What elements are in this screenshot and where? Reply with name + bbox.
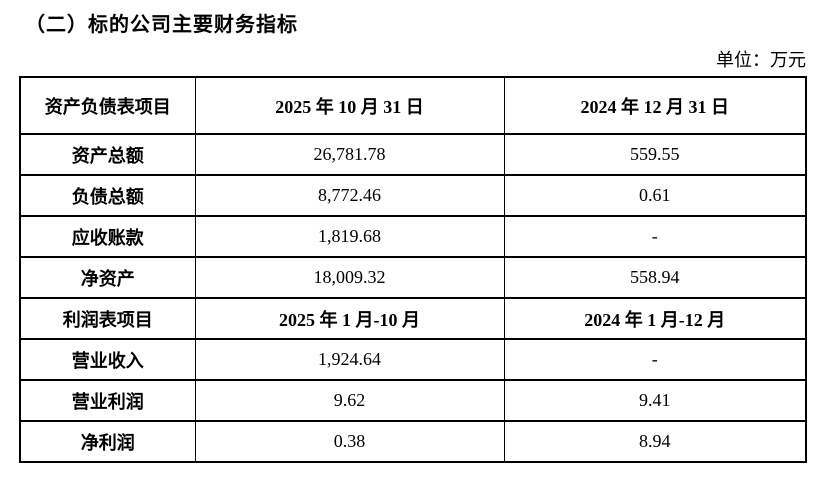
- column-header: 2024 年 12 月 31 日: [503, 76, 807, 135]
- row-label: 营业利润: [19, 379, 196, 422]
- table-row: 资产总额 26,781.78 559.55: [19, 133, 807, 176]
- cell-value: 1,924.64: [194, 338, 505, 381]
- cell-value: 2025 年 1 月-10 月: [194, 297, 505, 340]
- row-label: 利润表项目: [19, 297, 196, 340]
- cell-value: 18,009.32: [194, 256, 505, 299]
- column-header: 2025 年 10 月 31 日: [194, 76, 505, 135]
- cell-value: 0.61: [503, 174, 807, 217]
- cell-value: -: [503, 215, 807, 258]
- cell-value: 2024 年 1 月-12 月: [503, 297, 807, 340]
- cell-value: 0.38: [194, 420, 505, 463]
- table-row: 净资产 18,009.32 558.94: [19, 256, 807, 299]
- cell-value: 26,781.78: [194, 133, 505, 176]
- table-row: 净利润 0.38 8.94: [19, 420, 807, 463]
- table-row: 负债总额 8,772.46 0.61: [19, 174, 807, 217]
- cell-value: 559.55: [503, 133, 807, 176]
- cell-value: 9.41: [503, 379, 807, 422]
- row-label: 负债总额: [19, 174, 196, 217]
- section-title: （二）标的公司主要财务指标: [25, 14, 298, 36]
- cell-value: 8,772.46: [194, 174, 505, 217]
- cell-value: 8.94: [503, 420, 807, 463]
- unit-label: 单位：万元: [716, 50, 806, 70]
- row-label: 资产总额: [19, 133, 196, 176]
- table-row: 营业利润 9.62 9.41: [19, 379, 807, 422]
- cell-value: 9.62: [194, 379, 505, 422]
- table-row: 营业收入 1,924.64-: [19, 338, 807, 381]
- cell-value: 1,819.68: [194, 215, 505, 258]
- table-header-row: 资产负债表项目 2025 年 10 月 31 日 2024 年 12 月 31 日: [19, 76, 807, 135]
- cell-value: -: [503, 338, 807, 381]
- row-label: 应收账款: [19, 215, 196, 258]
- row-label: 净利润: [19, 420, 196, 463]
- table-section-header-row: 利润表项目 2025 年 1 月-10 月 2024 年 1 月-12 月: [19, 297, 807, 340]
- cell-value: 558.94: [503, 256, 807, 299]
- row-label: 营业收入: [19, 338, 196, 381]
- table-row: 应收账款 1,819.68-: [19, 215, 807, 258]
- row-label: 净资产: [19, 256, 196, 299]
- financial-indicators-table: 资产负债表项目 2025 年 10 月 31 日 2024 年 12 月 31 日 …: [19, 76, 807, 463]
- column-header: 资产负债表项目: [19, 76, 196, 135]
